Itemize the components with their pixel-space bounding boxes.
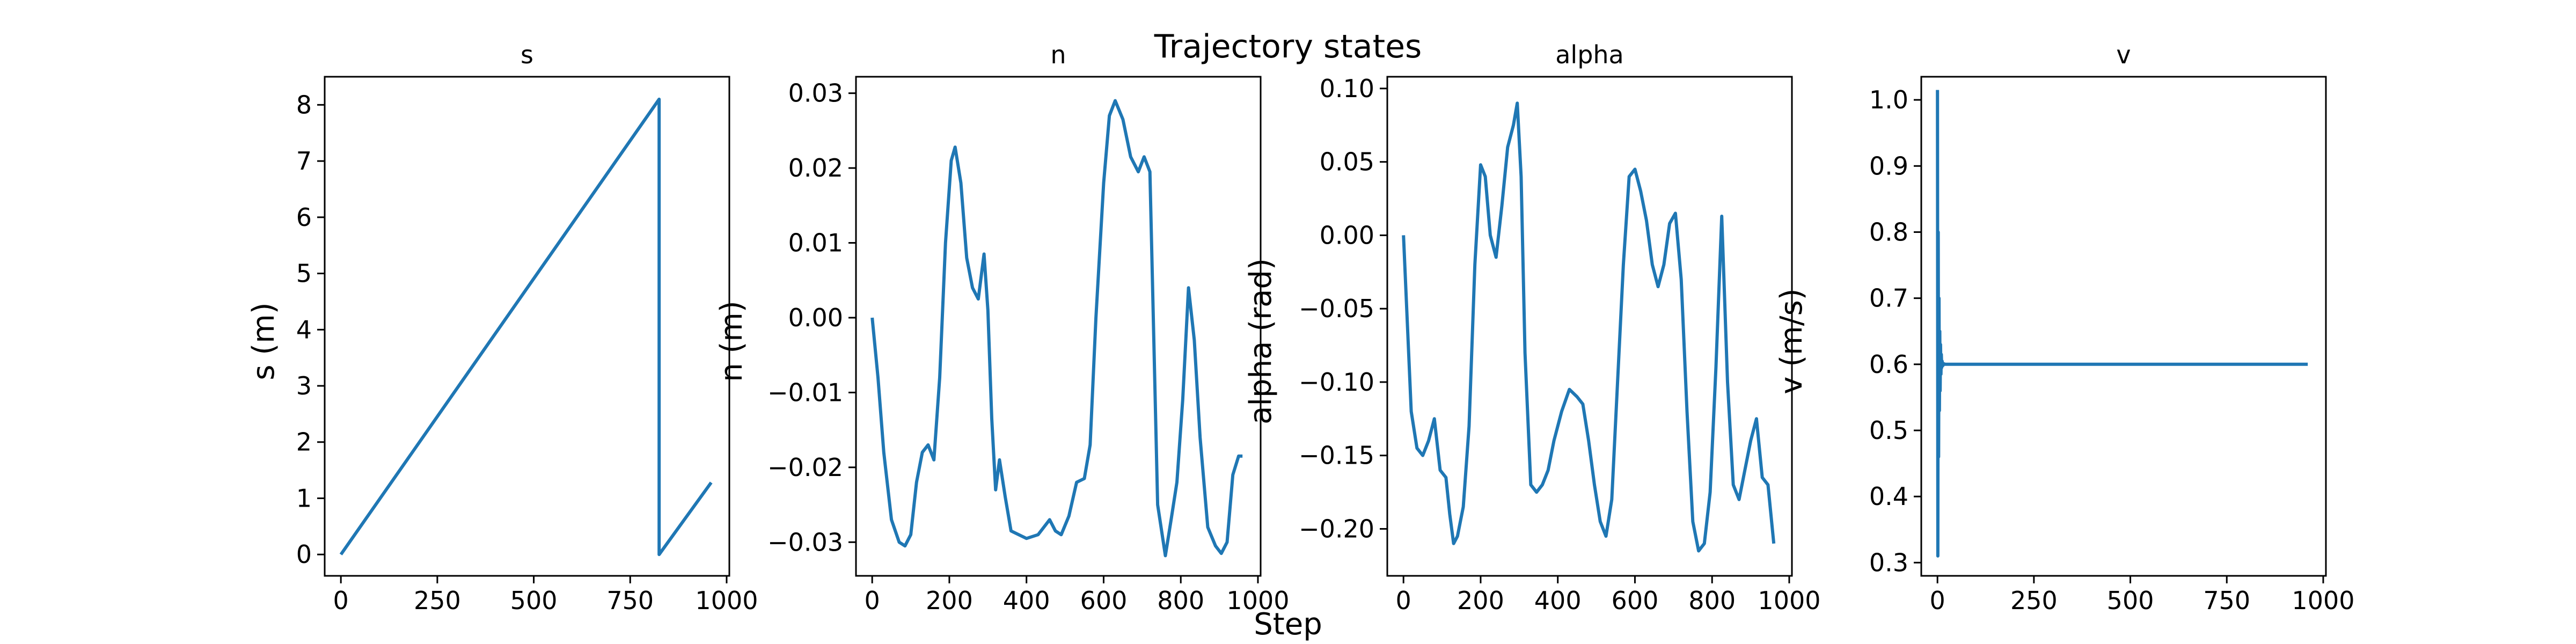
subplot-n: n n (m) 0 200 400 600 800 1000 −0.03 −0.02 −0.01…: [714, 40, 1290, 615]
subplot-s-x-tick-label: 1000: [695, 586, 758, 615]
subplot-v-series-line-0: [1936, 90, 2308, 558]
subplot-s-x-tick-label: 250: [414, 586, 461, 615]
subplot-v-x-tick-label: 1000: [2292, 586, 2354, 615]
subplot-v-y-tick-label: 0.5: [1869, 416, 1908, 445]
subplot-alpha-y-label: alpha (rad): [1243, 258, 1278, 425]
subplot-alpha-y-tick-label: 0.10: [1320, 74, 1374, 103]
subplot-v-frame: [1920, 76, 2327, 577]
subplot-s-axes: 0 250 500 750 1000 0 1 2 3 4 5 6 7 8: [296, 76, 758, 615]
subplot-n-y-label: n (m): [714, 301, 749, 382]
subplot-n-y-tick-label: −0.03: [767, 528, 843, 557]
subplot-s-series-line-0: [339, 97, 713, 557]
subplot-alpha-y-tick-label: −0.20: [1299, 514, 1374, 543]
subplot-n-x-tick-label: 1000: [1226, 586, 1289, 615]
subplot-n-series-line-0: [870, 99, 1243, 558]
subplot-alpha-y-tick-label: 0.00: [1320, 221, 1374, 250]
subplot-n-y-tick-label: 0.00: [788, 303, 843, 332]
subplot-s-title: s: [521, 40, 533, 69]
subplot-v-x-tick-label: 500: [2107, 586, 2154, 615]
subplot-n-y-tick-label: −0.02: [767, 453, 843, 482]
subplot-v-y-tick-label: 0.7: [1869, 284, 1908, 313]
subplot-alpha-x-tick-label: 600: [1612, 586, 1659, 615]
subplot-alpha-frame: [1386, 76, 1793, 577]
subplot-n-x-tick-label: 600: [1080, 586, 1128, 615]
subplot-alpha-x-tick-label: 0: [1396, 586, 1411, 615]
subplot-alpha-title: alpha: [1555, 40, 1624, 69]
subplot-n-axes: 0 200 400 600 800 1000 −0.03 −0.02 −0.01 0.00 0.01…: [767, 76, 1290, 615]
subplot-alpha-series-line-0: [1402, 101, 1776, 553]
subplot-n-y-tick-label: 0.02: [788, 153, 843, 182]
subplot-n-y-tick-label: 0.03: [788, 79, 843, 108]
subplot-s-y-tick-label: 5: [296, 259, 312, 288]
subplot-n-x-tick-label: 800: [1157, 586, 1204, 615]
subplot-alpha: alpha alpha (rad) 0 200 400 600 800 1000 −0.20…: [1243, 40, 1821, 615]
subplot-s-y-tick-label: 8: [296, 90, 312, 119]
subplot-n-x-tick-label: 0: [865, 586, 880, 615]
subplot-s-y-label: s (m): [246, 302, 281, 380]
subplot-s: s s (m) 0 250 500 750 1000 0 1 2 3 4 5 6 7 8: [246, 40, 758, 615]
subplot-n-x-tick-label: 200: [926, 586, 973, 615]
subplot-v-y-label: v (m/s): [1774, 288, 1809, 394]
subplot-s-y-tick-label: 1: [296, 484, 312, 513]
subplot-v-axes: 0 250 500 750 1000 0.3 0.4 0.5 0.6 0.7 0.8 0.9 1.0: [1869, 76, 2355, 615]
subplot-alpha-axes: 0 200 400 600 800 1000 −0.20 −0.15 −0.10 −0.05 0.0…: [1299, 74, 1820, 615]
subplot-n-y-tick-label: 0.01: [788, 229, 843, 258]
subplot-s-frame: [324, 76, 730, 577]
subplot-v-x-tick-label: 250: [2010, 586, 2058, 615]
subplot-alpha-x-tick-label: 800: [1688, 586, 1736, 615]
subplot-v: v v (m/s) 0 250 500 750 10000.30.40.50.60.70…: [1774, 40, 2355, 615]
subplot-alpha-x-tick-label: 200: [1457, 586, 1504, 615]
subplot-s-x-tick-label: 0: [333, 586, 349, 615]
subplot-s-y-tick-label: 3: [296, 371, 312, 400]
subplot-alpha-y-tick-label: −0.10: [1299, 368, 1374, 397]
subplot-s-x-tick-label: 500: [510, 586, 558, 615]
subplot-v-y-tick-label: 1.0: [1869, 85, 1908, 114]
figure-x-axis-label: Step: [1254, 607, 1322, 642]
subplot-alpha-x-tick-label: 400: [1534, 586, 1582, 615]
subplot-s-y-tick-label: 0: [296, 540, 312, 569]
subplot-alpha-y-tick-label: −0.05: [1299, 294, 1374, 323]
subplot-n-x-tick-label: 400: [1003, 586, 1050, 615]
subplot-alpha-y-tick-label: 0.05: [1320, 148, 1374, 177]
subplot-v-title: v: [2116, 40, 2131, 69]
subplot-v-y-tick-label: 0.9: [1869, 151, 1908, 180]
subplot-n-frame: [855, 76, 1262, 577]
subplot-s-y-tick-label: 6: [296, 203, 312, 232]
subplot-v-y-tick-label: 0.3: [1869, 548, 1908, 577]
subplot-alpha-y-tick-label: −0.15: [1299, 441, 1374, 470]
subplot-s-y-tick-label: 2: [296, 428, 312, 457]
subplot-v-x-tick-label: 750: [2203, 586, 2250, 615]
subplot-alpha-x-tick-label: 1000: [1758, 586, 1820, 615]
subplot-s-x-tick-label: 750: [606, 586, 654, 615]
subplot-s-y-tick-label: 7: [296, 147, 312, 175]
subplot-v-y-tick-label: 0.8: [1869, 217, 1908, 246]
subplot-n-y-tick-label: −0.01: [767, 378, 843, 407]
figure-title: Trajectory states: [1154, 28, 1422, 65]
subplot-v-x-tick-label: 0: [1930, 586, 1945, 615]
subplot-v-y-tick-label: 0.4: [1869, 482, 1908, 511]
subplot-s-y-tick-label: 4: [296, 315, 312, 344]
subplot-n-title: n: [1050, 40, 1066, 69]
subplot-v-y-tick-label: 0.6: [1869, 350, 1908, 379]
